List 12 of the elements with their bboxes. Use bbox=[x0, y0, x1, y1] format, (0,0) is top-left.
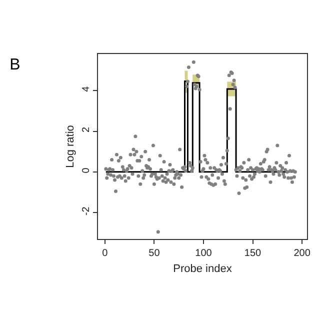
x-tick-label: 200 bbox=[294, 248, 311, 259]
x-tick-label: 150 bbox=[244, 248, 262, 259]
y-axis-title: Log ratio bbox=[64, 125, 77, 168]
x-tick-label: 0 bbox=[102, 248, 108, 259]
y-tick-label: 4 bbox=[81, 86, 92, 92]
x-tick-label: 50 bbox=[148, 248, 160, 259]
x-tick-label: 100 bbox=[195, 248, 212, 259]
y-tick-label: -2 bbox=[81, 206, 92, 216]
chart-title: B bbox=[10, 56, 20, 74]
x-axis-title: Probe index bbox=[173, 263, 232, 276]
y-tick-label: 0 bbox=[81, 167, 92, 174]
y-tick-label: 2 bbox=[81, 126, 92, 133]
